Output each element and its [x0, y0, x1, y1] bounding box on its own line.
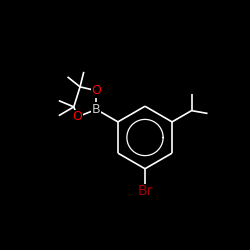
- Text: Br: Br: [137, 184, 153, 198]
- Text: B: B: [92, 103, 100, 116]
- Text: O: O: [91, 84, 101, 97]
- Text: O: O: [72, 110, 83, 123]
